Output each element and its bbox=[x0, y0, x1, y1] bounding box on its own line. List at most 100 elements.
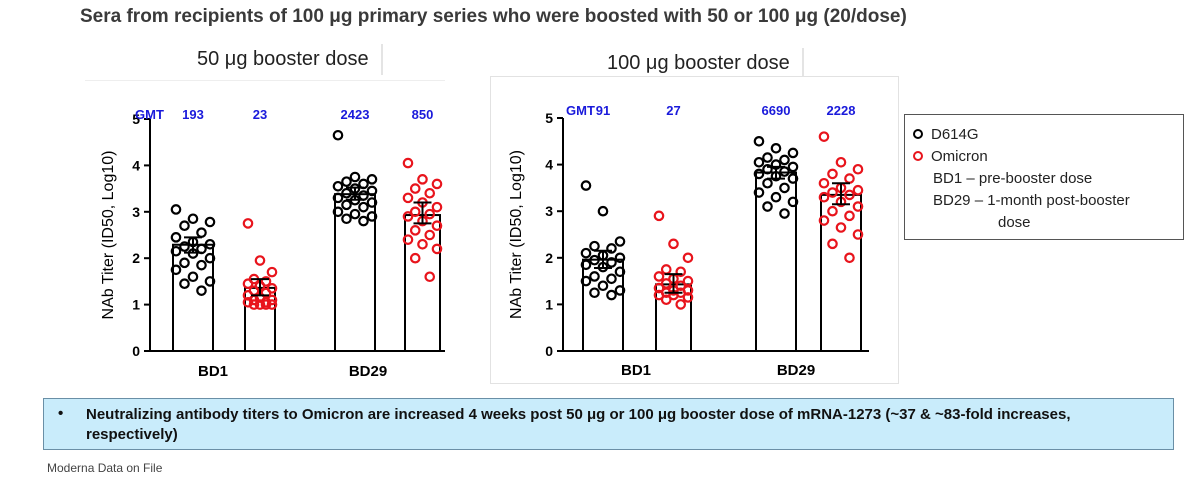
bullet-icon: • bbox=[58, 405, 64, 422]
data-point bbox=[787, 161, 799, 173]
data-point bbox=[779, 208, 790, 219]
data-point bbox=[852, 163, 864, 175]
data-point bbox=[835, 222, 847, 233]
data-point bbox=[753, 168, 765, 180]
y-axis-title: NAb Titer (ID50, Log10) bbox=[100, 151, 117, 320]
data-point bbox=[349, 171, 361, 183]
data-point bbox=[402, 157, 414, 169]
data-point bbox=[366, 174, 378, 185]
data-point bbox=[818, 215, 830, 226]
data-point bbox=[187, 213, 199, 225]
data-point bbox=[266, 266, 278, 278]
panel-label-100ug: 100 μg booster dose bbox=[595, 48, 802, 79]
data-point bbox=[431, 243, 443, 255]
data-point bbox=[204, 252, 216, 264]
data-point bbox=[248, 299, 260, 310]
data-point bbox=[204, 238, 216, 250]
data-point bbox=[827, 187, 838, 198]
panel-label-50ug: 50 μg booster dose bbox=[185, 44, 381, 75]
y-tick-label: 5 bbox=[545, 110, 553, 126]
key-finding-callout: • Neutralizing antibody titers to Omicro… bbox=[43, 398, 1174, 450]
data-point bbox=[844, 210, 855, 222]
data-point bbox=[179, 220, 190, 232]
data-point bbox=[753, 136, 765, 147]
data-point bbox=[366, 197, 378, 208]
y-axis-title: NAb Titer (ID50, Log10) bbox=[508, 150, 525, 319]
data-point bbox=[580, 180, 592, 191]
data-point bbox=[580, 259, 592, 271]
data-point bbox=[417, 174, 428, 185]
data-point bbox=[653, 289, 665, 301]
data-point bbox=[614, 236, 626, 247]
x-category-label: BD1 bbox=[198, 363, 228, 380]
data-point bbox=[417, 238, 428, 250]
data-point bbox=[242, 278, 254, 290]
black-circle-icon bbox=[913, 129, 923, 139]
data-point bbox=[675, 266, 687, 278]
data-point bbox=[762, 152, 773, 163]
y-tick-label: 2 bbox=[545, 250, 553, 266]
legend-note-bd1: BD1 – pre-booster dose bbox=[933, 169, 1093, 187]
data-point bbox=[170, 245, 182, 257]
data-point bbox=[580, 247, 592, 259]
legend-label-d614g: D614G bbox=[931, 125, 979, 143]
source-note: Moderna Data on File bbox=[47, 461, 163, 475]
y-tick-label: 3 bbox=[132, 204, 140, 220]
data-point bbox=[753, 156, 765, 168]
data-point bbox=[668, 238, 679, 250]
data-point bbox=[196, 285, 207, 296]
y-tick-label: 2 bbox=[132, 250, 140, 266]
data-point bbox=[341, 187, 352, 199]
data-point bbox=[402, 192, 414, 204]
data-point bbox=[358, 201, 369, 213]
data-point bbox=[606, 273, 617, 285]
data-point bbox=[818, 131, 830, 142]
data-point bbox=[852, 201, 864, 212]
data-point bbox=[409, 183, 421, 194]
data-point bbox=[402, 234, 414, 245]
data-point bbox=[682, 252, 694, 264]
gmt-value: 91 bbox=[596, 103, 610, 118]
data-point bbox=[332, 180, 344, 192]
data-point bbox=[424, 187, 436, 199]
x-category-label: BD29 bbox=[349, 363, 387, 380]
data-point bbox=[349, 208, 361, 220]
data-point bbox=[818, 177, 830, 189]
y-tick-label: 1 bbox=[545, 296, 553, 312]
data-point bbox=[409, 206, 421, 218]
data-point bbox=[653, 210, 665, 222]
data-point bbox=[660, 264, 672, 275]
y-tick-label: 4 bbox=[545, 157, 553, 173]
x-category-label: BD29 bbox=[777, 362, 815, 379]
data-point bbox=[614, 285, 626, 296]
data-point bbox=[827, 168, 838, 180]
gmt-value: 27 bbox=[666, 103, 680, 118]
data-point bbox=[589, 240, 600, 252]
y-tick-label: 0 bbox=[132, 343, 140, 359]
legend-note-bd29: BD29 – 1-month post-booster bbox=[933, 191, 1130, 209]
legend: D614G Omicron BD1 – pre-booster dose BD2… bbox=[904, 114, 1184, 240]
data-point bbox=[606, 257, 617, 268]
data-point bbox=[770, 142, 782, 154]
red-circle-icon bbox=[913, 151, 923, 161]
data-point bbox=[653, 271, 665, 282]
data-point bbox=[204, 276, 216, 287]
data-point bbox=[852, 184, 864, 196]
data-point bbox=[827, 238, 838, 250]
data-point bbox=[366, 211, 378, 222]
data-point bbox=[242, 296, 254, 308]
data-point bbox=[170, 264, 182, 276]
data-point bbox=[779, 154, 790, 166]
data-point bbox=[179, 257, 190, 269]
legend-note-bd29-cont: dose bbox=[998, 213, 1031, 231]
data-point bbox=[660, 294, 672, 306]
data-point bbox=[844, 252, 855, 264]
legend-label-omicron: Omicron bbox=[931, 147, 988, 165]
data-point bbox=[835, 156, 847, 168]
data-point bbox=[597, 205, 609, 217]
chart-100ug: 0 1 2 3 4 5 NAb Titer (ID50, Log10) GMT 91 27 6690… bbox=[508, 103, 869, 379]
data-point bbox=[762, 163, 773, 175]
data-point bbox=[187, 271, 199, 283]
data-point bbox=[402, 211, 414, 222]
